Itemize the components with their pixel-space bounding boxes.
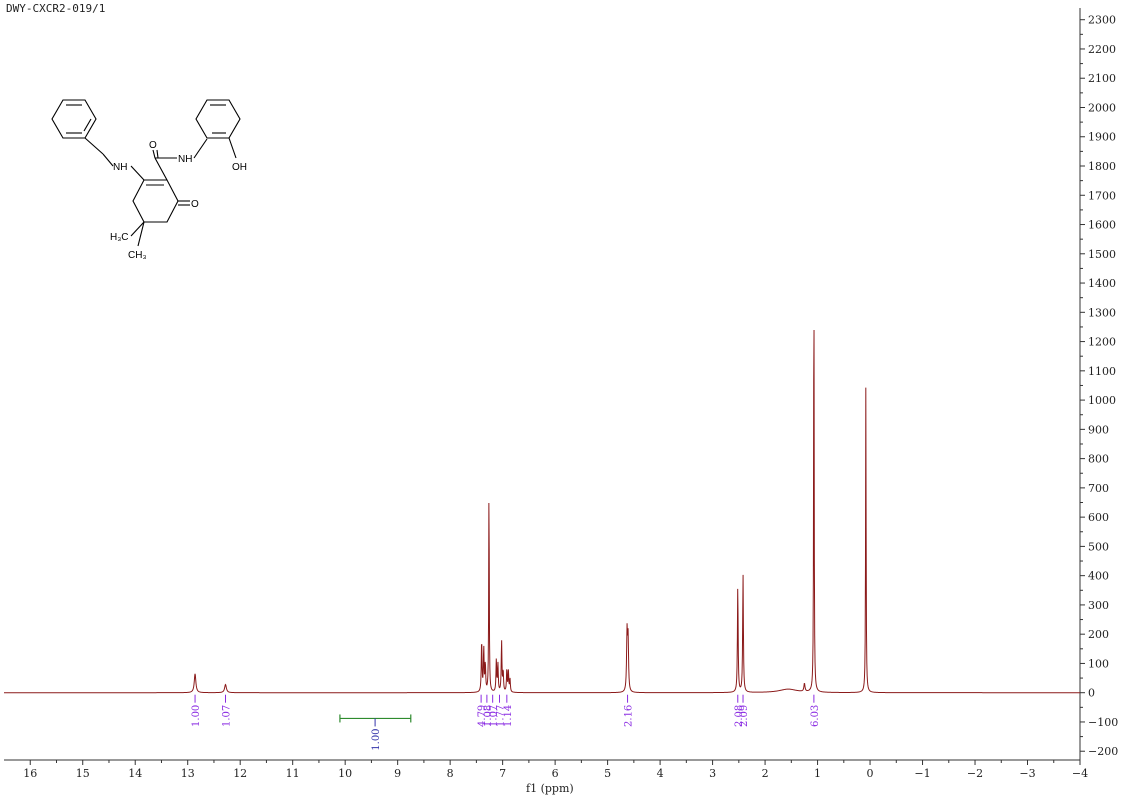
h3c-label: H₃C — [110, 232, 129, 243]
nh-amide-label: NH — [178, 154, 192, 165]
x-tick-label: −4 — [1072, 767, 1088, 780]
integral-value-label: 1.08 — [483, 705, 494, 727]
integral-annotations: 1.00 1.07 4.791.081.071.771.14 2.16 2.082.09… — [191, 694, 821, 751]
y-tick-label: 100 — [1088, 657, 1109, 670]
y-tick-label: 1500 — [1088, 248, 1116, 261]
x-tick-label: 12 — [233, 767, 247, 780]
x-tick-label: 2 — [762, 767, 769, 780]
integral-value-label: 1.07 — [489, 705, 500, 727]
cyclohexenone-ring — [132, 179, 179, 223]
sample-id-label: DWY-CXCR2-019/1 — [6, 2, 106, 15]
nh-amine-label: NH — [113, 162, 127, 173]
x-tick-label: 6 — [552, 767, 559, 780]
amide-oxygen-label: O — [149, 140, 157, 151]
x-tick-label: −3 — [1019, 767, 1035, 780]
reference-integral-label: 1.00 — [371, 728, 382, 750]
phenyl-ring-left — [51, 99, 97, 139]
integral-value-label: 1.14 — [503, 705, 514, 727]
y-tick-label: 2100 — [1088, 72, 1116, 85]
phenol-ring-right — [195, 99, 241, 139]
x-tick-label: −1 — [914, 767, 930, 780]
x-axis-label: f1 (ppm) — [526, 782, 574, 795]
y-tick-label: 1400 — [1088, 277, 1116, 290]
y-tick-label: 700 — [1088, 482, 1109, 495]
y-tick-label: 2300 — [1088, 14, 1116, 27]
y-tick-label: 1100 — [1088, 365, 1116, 378]
y-tick-label: 1900 — [1088, 131, 1116, 144]
y-tick-label: 2000 — [1088, 101, 1116, 114]
integral-value-label: 1.00 — [191, 705, 202, 727]
x-tick-label: 11 — [286, 767, 300, 780]
y-tick-label: −100 — [1088, 716, 1118, 729]
x-tick-label: 10 — [338, 767, 352, 780]
y-tick-label: 1200 — [1088, 336, 1116, 349]
oh-label: OH — [232, 162, 247, 173]
ch3-label: CH₃ — [128, 250, 147, 261]
x-tick-label: 4 — [657, 767, 664, 780]
y-tick-label: 400 — [1088, 570, 1109, 583]
y-tick-label: 200 — [1088, 628, 1109, 641]
y-tick-label: 1300 — [1088, 306, 1116, 319]
x-tick-label: 15 — [76, 767, 90, 780]
chemical-structure — [51, 99, 241, 247]
y-tick-label: 1800 — [1088, 160, 1116, 173]
x-tick-label: 16 — [23, 767, 37, 780]
x-tick-label: −2 — [967, 767, 983, 780]
x-tick-label: 1 — [814, 767, 821, 780]
y-tick-label: 300 — [1088, 599, 1109, 612]
y-tick-label: 900 — [1088, 423, 1109, 436]
x-tick-label: 3 — [709, 767, 716, 780]
x-tick-label: 0 — [867, 767, 874, 780]
y-tick-label: 2200 — [1088, 43, 1116, 56]
y-tick-label: 0 — [1088, 687, 1095, 700]
integral-value-label: 2.16 — [624, 705, 635, 727]
y-tick-label: −200 — [1088, 745, 1118, 758]
y-tick-label: 600 — [1088, 511, 1109, 524]
y-tick-label: 500 — [1088, 540, 1109, 553]
axes: 16 15 14 13 12 11 10 9 8 7 6 5 4 3 2 1 0 −1 −2 −3 −4−200−100… — [4, 8, 1118, 780]
y-tick-label: 1000 — [1088, 394, 1116, 407]
y-tick-label: 1600 — [1088, 219, 1116, 232]
x-tick-label: 7 — [499, 767, 506, 780]
integral-value-label: 1.77 — [495, 705, 506, 727]
x-tick-label: 13 — [181, 767, 195, 780]
y-tick-label: 800 — [1088, 453, 1109, 466]
spectrum-trace — [4, 330, 1080, 694]
y-tick-label: 1700 — [1088, 189, 1116, 202]
structure-labels: NH NH OH O O H₃C CH₃ — [110, 140, 247, 261]
ketone-oxygen-label: O — [191, 199, 199, 210]
x-tick-label: 9 — [394, 767, 401, 780]
integral-value-label: 2.08 — [734, 705, 745, 727]
integral-value-label: 6.03 — [810, 705, 821, 727]
x-tick-label: 14 — [128, 767, 142, 780]
integral-value-label: 1.07 — [221, 705, 232, 727]
integral-value-label: 2.09 — [739, 705, 750, 727]
integral-value-label: 4.79 — [477, 705, 488, 727]
x-tick-label: 5 — [604, 767, 611, 780]
x-tick-label: 8 — [447, 767, 454, 780]
